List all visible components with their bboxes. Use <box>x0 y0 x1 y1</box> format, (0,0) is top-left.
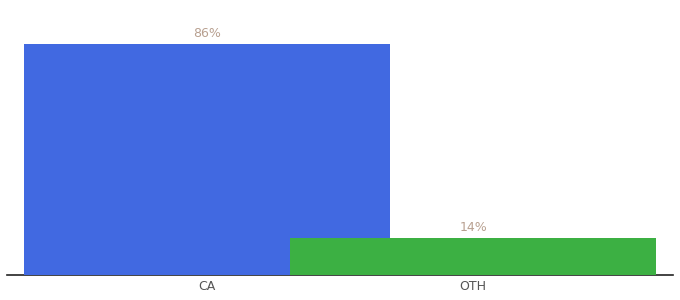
Bar <box>24 44 390 275</box>
Bar <box>290 238 656 275</box>
Text: 14%: 14% <box>460 220 487 234</box>
Text: 86%: 86% <box>193 28 221 40</box>
